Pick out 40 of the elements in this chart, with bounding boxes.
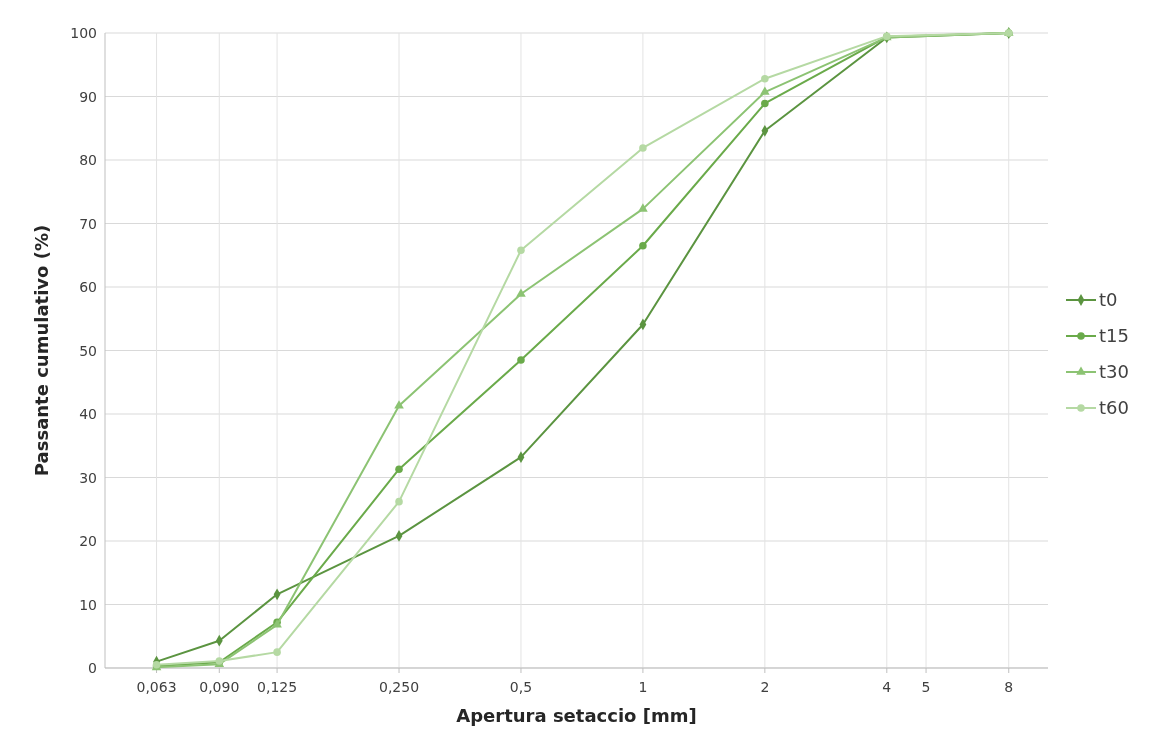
y-tick-label: 20 (79, 533, 97, 549)
y-tick-label: 30 (79, 469, 97, 486)
y-tick-label: 40 (79, 406, 97, 422)
x-tick-label: 0,090 (199, 679, 240, 695)
point (395, 497, 403, 506)
x-tick-label: 1 (638, 679, 648, 695)
x-tick-label: 0,063 (136, 679, 177, 695)
legend-label: t15 (1099, 325, 1129, 346)
point (761, 74, 769, 83)
y-axis-title: Passante cumulativo (%) (31, 224, 52, 477)
y-tick-label: 50 (79, 342, 97, 359)
y-tick-label: 100 (70, 25, 97, 41)
x-tick-label: 0,250 (378, 679, 420, 695)
point (394, 400, 404, 409)
point (638, 203, 648, 212)
x-tick-label: 8 (1004, 679, 1014, 695)
x-tick-label: 2 (760, 679, 770, 695)
legend-label: t30 (1099, 361, 1129, 382)
y-tick-label: 70 (79, 215, 97, 232)
point (760, 86, 770, 95)
point (517, 356, 525, 364)
legend-label: t0 (1099, 289, 1118, 310)
y-tick-label: 10 (79, 596, 97, 613)
x-tick-label: 0,125 (257, 679, 298, 695)
y-tick-label: 80 (79, 152, 97, 168)
y-tick-label: 90 (79, 88, 97, 105)
point (639, 144, 647, 152)
x-tick-label: 4 (882, 679, 892, 695)
x-tick-label: 0,5 (509, 679, 533, 695)
x-axis-title: Apertura setaccio [mm] (456, 705, 697, 726)
legend-label: t60 (1099, 397, 1129, 418)
point (395, 465, 403, 474)
point (517, 246, 525, 254)
point (273, 648, 281, 656)
y-tick-label: 0 (88, 660, 97, 676)
y-tick-label: 60 (79, 279, 97, 295)
x-tick-label: 5 (921, 679, 931, 695)
point (639, 241, 647, 250)
point (761, 99, 769, 108)
point (516, 288, 526, 297)
